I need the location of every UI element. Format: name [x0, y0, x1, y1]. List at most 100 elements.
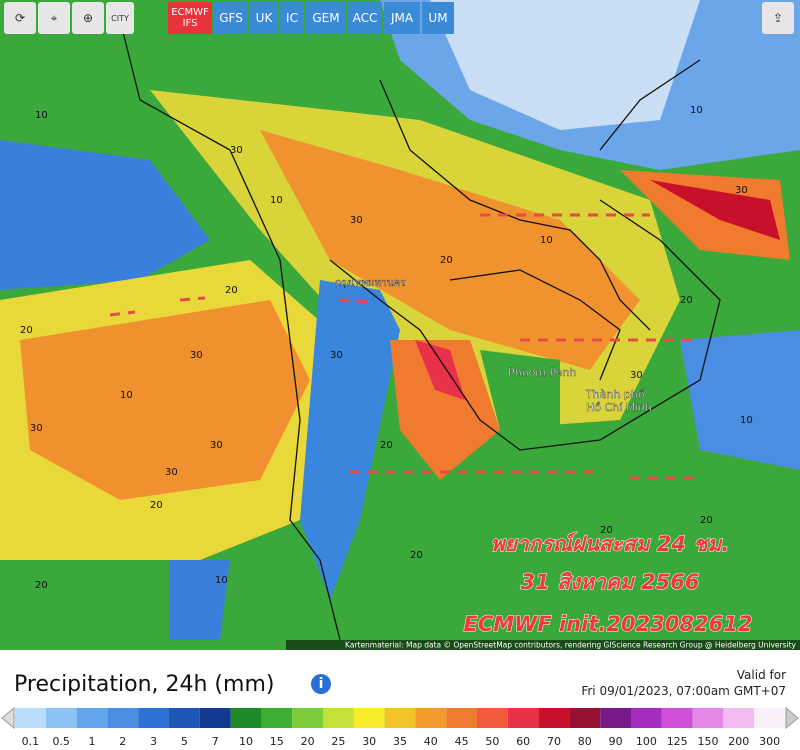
overlay-line: พยากรณ์ฝนสะสม 24 ชม. [491, 532, 730, 556]
contour-label: 20 [440, 255, 453, 266]
model-button[interactable]: ECMWF IFS [168, 2, 212, 34]
field-darkred [650, 180, 780, 240]
scale-arrow-right [785, 706, 799, 730]
scale-cell [353, 708, 385, 728]
attribution-bg [286, 640, 800, 650]
field-green [480, 350, 560, 440]
contour-label: 30 [330, 350, 343, 361]
contour-label: 30 [350, 215, 363, 226]
field-blue [680, 330, 800, 470]
scale-label: 35 [393, 735, 407, 748]
place-label: Thành phố [585, 388, 645, 401]
city-button[interactable]: CITY [106, 2, 134, 34]
contour-labels: 10 30 10 20 30 10 20 30 30 30 20 10 20 30 20 30 20 10 30 20… [20, 105, 753, 591]
scale-cell [15, 708, 46, 728]
attribution: Kartenmaterial: Map data © OpenStreetMap… [345, 641, 797, 650]
scale-cell [661, 708, 693, 728]
scale-cell [631, 708, 662, 728]
overlay-text: พยากรณ์ฝนสะสม 24 ชม. 31 สิงหาคม 2566 ECMWF… [463, 532, 753, 637]
coastline [329, 199, 721, 451]
contour-label: 20 [225, 285, 238, 296]
field-orange [260, 130, 640, 370]
border [599, 59, 701, 151]
contour-label: 30 [630, 370, 643, 381]
contour-label: 20 [600, 525, 613, 536]
model-button[interactable]: ACC [348, 2, 382, 34]
map: 10 30 10 20 30 10 20 30 30 30 20 10 20 30 20 30 20 10 30 20… [0, 0, 800, 650]
scale-label: 50 [485, 735, 499, 748]
scale-arrow-left [1, 706, 15, 730]
scale-cell [323, 708, 354, 728]
contour-label: 20 [700, 515, 713, 526]
refresh-button[interactable]: ⟳ [4, 2, 36, 34]
contour-label: 30 [165, 467, 178, 478]
scale-cell [723, 708, 755, 728]
overlay-line: 31 สิงหาคม 2566 [521, 570, 700, 594]
panel-title: Precipitation, 24h (mm) [14, 672, 275, 697]
color-scale: 0.1 0.5 1 2 3 5 7 10 15 20 25 30 35 40 45 50 60 70 80 90 100… [1, 706, 799, 748]
scale-label: 3 [150, 735, 157, 748]
share-button[interactable]: ⇪ [762, 2, 794, 34]
flow-arrows [109, 213, 700, 480]
scale-label: 150 [698, 735, 719, 748]
model-button[interactable]: UK [250, 2, 278, 34]
field-blue [0, 140, 210, 290]
scale-label: 5 [181, 735, 188, 748]
scale-label: 10 [239, 735, 253, 748]
scale-cell [600, 708, 631, 728]
scale-cell [446, 708, 477, 728]
info-button[interactable]: i [311, 674, 331, 694]
scale-cell [261, 708, 293, 728]
model-button[interactable]: JMA [384, 2, 420, 34]
contour-label: 10 [540, 235, 553, 246]
contour-label: 20 [20, 325, 33, 336]
contour-label: 30 [30, 423, 43, 434]
border [119, 19, 231, 151]
contour-label: 30 [735, 185, 748, 196]
model-button[interactable]: UM [422, 2, 454, 34]
contour-label: 10 [35, 110, 48, 121]
scale-label: 45 [455, 735, 469, 748]
contour-label: 30 [210, 440, 223, 451]
scale-cell [199, 708, 231, 728]
locate-button[interactable]: ⌖ [38, 2, 70, 34]
precip-field [0, 0, 800, 640]
scale-label: 0.5 [52, 735, 70, 748]
scale-cell [538, 708, 570, 728]
field-orange [20, 300, 310, 500]
scale-label: 30 [362, 735, 376, 748]
scale-label: 0.1 [22, 735, 40, 748]
zoom-button[interactable]: ⊕ [72, 2, 104, 34]
scale-label: 25 [331, 735, 345, 748]
contour-label: 10 [690, 105, 703, 116]
model-button[interactable]: GEM [306, 2, 346, 34]
contour-label: 10 [740, 415, 753, 426]
arrow [179, 296, 206, 302]
field-blue [170, 560, 230, 640]
field-orange [390, 340, 500, 480]
scale-cell [384, 708, 416, 728]
scale-cell [692, 708, 724, 728]
scale-label: 60 [516, 735, 530, 748]
place-label: กรุงเทพมหานคร [335, 278, 406, 289]
model-button[interactable]: GFS [214, 2, 248, 34]
scale-label: 2 [119, 735, 126, 748]
contour-label: 10 [120, 390, 133, 401]
contour-label: 20 [150, 500, 163, 511]
model-button[interactable]: IC [280, 2, 304, 34]
scale-label: 7 [212, 735, 219, 748]
arrow [109, 310, 136, 317]
place-label: Hồ Chí Minh [586, 401, 652, 414]
scale-label: 1 [89, 735, 96, 748]
borders [119, 19, 721, 641]
contour-label: 30 [230, 145, 243, 156]
contour-label: 20 [680, 295, 693, 306]
scale-label: 90 [609, 735, 623, 748]
scale-cell [569, 708, 601, 728]
scale-cell [169, 708, 200, 728]
scale-label: 70 [547, 735, 561, 748]
contour-label: 20 [35, 580, 48, 591]
contour-label: 10 [215, 575, 228, 586]
